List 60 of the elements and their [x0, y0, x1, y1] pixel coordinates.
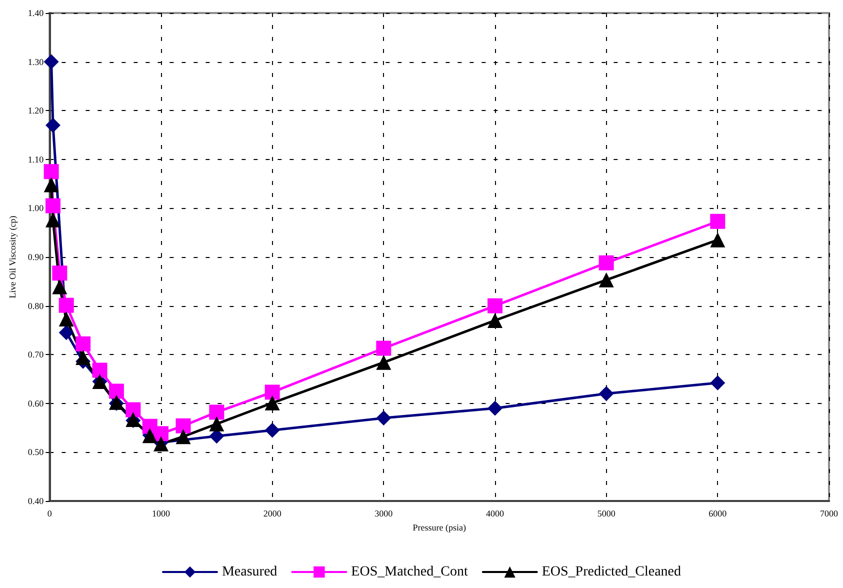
- point: [58, 325, 74, 340]
- point: [45, 198, 60, 214]
- x-axis-title: Pressure (psia): [412, 522, 466, 532]
- point: [52, 266, 68, 281]
- point: [376, 410, 392, 426]
- point: [44, 54, 59, 70]
- y-axis-title: Live Oil Viscosity (cp): [8, 216, 18, 298]
- legend-label: EOS_Predicted_Cleaned: [542, 564, 682, 580]
- point: [487, 298, 502, 314]
- point: [264, 384, 280, 400]
- point: [710, 375, 726, 390]
- y-tick-label: 1.30: [28, 56, 44, 67]
- point: [487, 400, 502, 416]
- x-tick-label: 5000: [597, 508, 616, 518]
- x-tick-label: 0: [47, 508, 52, 518]
- point: [76, 336, 91, 352]
- point: [710, 232, 726, 248]
- point: [76, 350, 91, 366]
- point: [92, 362, 108, 378]
- y-tick-label: 0.70: [28, 350, 44, 360]
- y-tick-label: 0.80: [28, 300, 44, 311]
- point: [44, 164, 59, 180]
- point: [376, 354, 392, 370]
- point: [52, 279, 68, 294]
- point: [44, 177, 59, 192]
- point: [209, 404, 224, 420]
- y-tick-label: 1.00: [28, 203, 44, 214]
- point: [153, 426, 168, 442]
- x-tick-label: 6000: [708, 508, 728, 518]
- y-tick-label: 0.50: [28, 447, 44, 458]
- x-tick-label: 3000: [374, 508, 394, 518]
- point: [58, 311, 74, 326]
- x-tick-label: 2000: [263, 508, 282, 518]
- point: [126, 402, 141, 418]
- y-tick-label: 1.20: [28, 106, 44, 116]
- point: [45, 118, 60, 133]
- point: [45, 212, 60, 228]
- y-tick-label: 1.40: [28, 8, 44, 18]
- legend-label: EOS_Matched_Cont: [351, 564, 468, 580]
- point: [376, 340, 392, 356]
- y-tick-label: 0.60: [28, 398, 44, 408]
- point: [264, 422, 280, 438]
- point: [176, 429, 191, 444]
- point: [598, 386, 614, 402]
- point: [710, 214, 726, 229]
- legend-label: Measured: [222, 564, 278, 580]
- point: [487, 312, 502, 328]
- point: [58, 298, 74, 313]
- x-tick-label: 1000: [152, 508, 170, 518]
- y-tick-label: 0.40: [28, 496, 44, 506]
- point: [176, 418, 191, 434]
- point: [264, 395, 280, 410]
- point: [598, 272, 614, 288]
- point: [209, 416, 224, 432]
- point: [598, 255, 614, 270]
- point: [108, 384, 124, 399]
- y-tick-label: 1.10: [28, 154, 44, 164]
- y-tick-label: 0.90: [28, 252, 44, 262]
- x-tick-label: 7000: [820, 508, 838, 518]
- x-tick-label: 4000: [486, 508, 504, 518]
